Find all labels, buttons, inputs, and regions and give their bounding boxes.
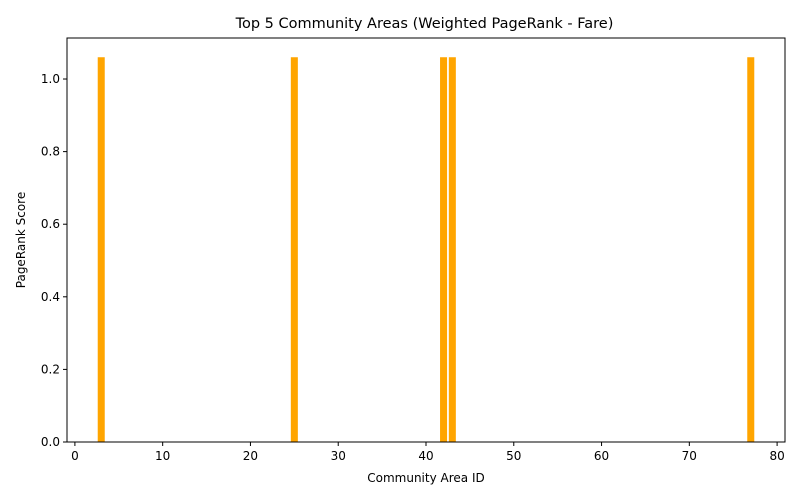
y-axis-label: PageRank Score	[14, 192, 28, 288]
y-tick-label: 0.2	[41, 362, 60, 376]
y-tick-label: 0.8	[41, 145, 60, 159]
x-tick-label: 80	[769, 449, 784, 463]
x-tick-label: 40	[418, 449, 433, 463]
x-tick-label: 30	[331, 449, 346, 463]
plot-area: 0 10 20 30 40 50 60 70 80 0.0 0.2 0.4 0.6 0.8 1.0	[41, 37, 786, 463]
x-tick-label: 0	[71, 449, 79, 463]
chart-title: Top 5 Community Areas (Weighted PageRank…	[235, 16, 614, 32]
y-tick-label: 1.0	[41, 72, 60, 86]
x-axis-label: Community Area ID	[367, 471, 484, 485]
x-tick-label: 10	[155, 449, 170, 463]
x-axis-ticks: 0 10 20 30 40 50 60 70 80	[71, 442, 785, 463]
bar-community-area-43	[448, 57, 456, 442]
x-tick-label: 70	[682, 449, 697, 463]
bar-community-area-77	[747, 57, 755, 442]
x-tick-label: 20	[243, 449, 258, 463]
y-tick-label: 0.0	[41, 435, 60, 449]
x-tick-label: 60	[594, 449, 609, 463]
bar-community-area-25	[290, 57, 298, 442]
x-tick-label: 50	[506, 449, 521, 463]
y-tick-label: 0.6	[41, 217, 60, 231]
bar-community-area-3	[97, 57, 105, 442]
plot-frame	[66, 37, 786, 443]
y-tick-label: 0.4	[41, 290, 60, 304]
bar-community-area-42	[440, 57, 448, 442]
bars-group	[97, 57, 755, 442]
y-axis-ticks: 0.0 0.2 0.4 0.6 0.8 1.0	[41, 72, 67, 449]
